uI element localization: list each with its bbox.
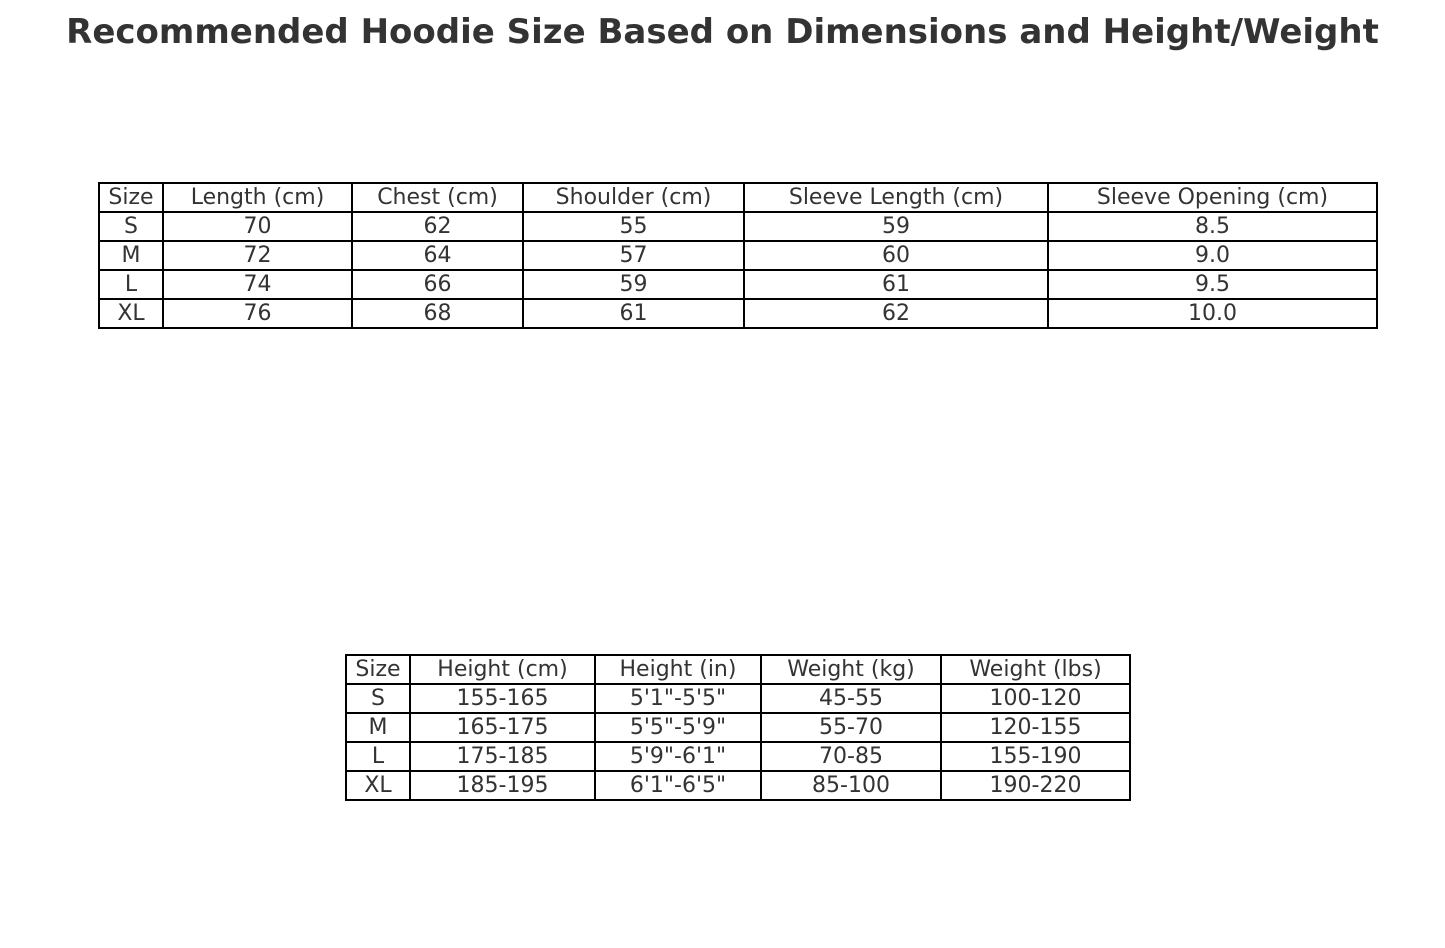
table-cell: 155-165 [409, 683, 596, 714]
table-cell: 66 [351, 269, 524, 300]
table-cell: 74 [162, 269, 353, 300]
table-cell: 8.5 [1047, 211, 1378, 242]
table-cell: 62 [351, 211, 524, 242]
table-cell: 155-190 [940, 741, 1131, 772]
column-header: Height (cm) [409, 654, 596, 685]
column-header: Sleeve Length (cm) [743, 182, 1049, 213]
dimensions-table: Size Length (cm) Chest (cm) Shoulder (cm) Sl… [98, 182, 1378, 329]
column-header: Chest (cm) [351, 182, 524, 213]
table-cell: 5'1"-5'5" [594, 683, 762, 714]
figure-title: Recommended Hoodie Size Based on Dimensi… [66, 12, 1379, 52]
table-cell: L [98, 269, 164, 300]
table-cell: 70-85 [760, 741, 942, 772]
table-cell: 10.0 [1047, 298, 1378, 329]
table-cell: 59 [743, 211, 1049, 242]
table-cell: 190-220 [940, 770, 1131, 801]
table-cell: 59 [522, 269, 745, 300]
table-cell: XL [98, 298, 164, 329]
column-header: Size [345, 654, 411, 685]
table-row: S 155-165 5'1"-5'5" 45-55 100-120 [345, 683, 1131, 714]
column-header: Height (in) [594, 654, 762, 685]
height-weight-table: Size Height (cm) Height (in) Weight (kg) Wei… [345, 654, 1131, 801]
table-cell: M [345, 712, 411, 743]
header-row: Size Height (cm) Height (in) Weight (kg) Wei… [345, 654, 1131, 685]
table-cell: 57 [522, 240, 745, 271]
table-cell: 5'5"-5'9" [594, 712, 762, 743]
table-cell: 6'1"-6'5" [594, 770, 762, 801]
table-cell: 100-120 [940, 683, 1131, 714]
table-cell: 68 [351, 298, 524, 329]
table-cell: 175-185 [409, 741, 596, 772]
column-header: Weight (lbs) [940, 654, 1131, 685]
column-header: Shoulder (cm) [522, 182, 745, 213]
table-cell: 72 [162, 240, 353, 271]
table-cell: M [98, 240, 164, 271]
table-cell: XL [345, 770, 411, 801]
table-row: L 175-185 5'9"-6'1" 70-85 155-190 [345, 741, 1131, 772]
table-row: M 72 64 57 60 9.0 [98, 240, 1378, 271]
table-cell: 9.0 [1047, 240, 1378, 271]
table-cell: 55 [522, 211, 745, 242]
table-row: L 74 66 59 61 9.5 [98, 269, 1378, 300]
table-cell: 5'9"-6'1" [594, 741, 762, 772]
table-cell: 165-175 [409, 712, 596, 743]
table-cell: 64 [351, 240, 524, 271]
table-cell: 45-55 [760, 683, 942, 714]
table-cell: 185-195 [409, 770, 596, 801]
column-header: Weight (kg) [760, 654, 942, 685]
table-cell: 76 [162, 298, 353, 329]
table-row: M 165-175 5'5"-5'9" 55-70 120-155 [345, 712, 1131, 743]
table-cell: 120-155 [940, 712, 1131, 743]
column-header: Size [98, 182, 164, 213]
table-row: XL 185-195 6'1"-6'5" 85-100 190-220 [345, 770, 1131, 801]
column-header: Sleeve Opening (cm) [1047, 182, 1378, 213]
table-cell: 70 [162, 211, 353, 242]
table-cell: S [98, 211, 164, 242]
table-row: S 70 62 55 59 8.5 [98, 211, 1378, 242]
table-cell: 9.5 [1047, 269, 1378, 300]
table-cell: 61 [522, 298, 745, 329]
table-cell: L [345, 741, 411, 772]
table-cell: 61 [743, 269, 1049, 300]
table-row: XL 76 68 61 62 10.0 [98, 298, 1378, 329]
table-cell: S [345, 683, 411, 714]
column-header: Length (cm) [162, 182, 353, 213]
table-cell: 62 [743, 298, 1049, 329]
table-cell: 55-70 [760, 712, 942, 743]
table-cell: 60 [743, 240, 1049, 271]
table-cell: 85-100 [760, 770, 942, 801]
header-row: Size Length (cm) Chest (cm) Shoulder (cm) Sl… [98, 182, 1378, 213]
